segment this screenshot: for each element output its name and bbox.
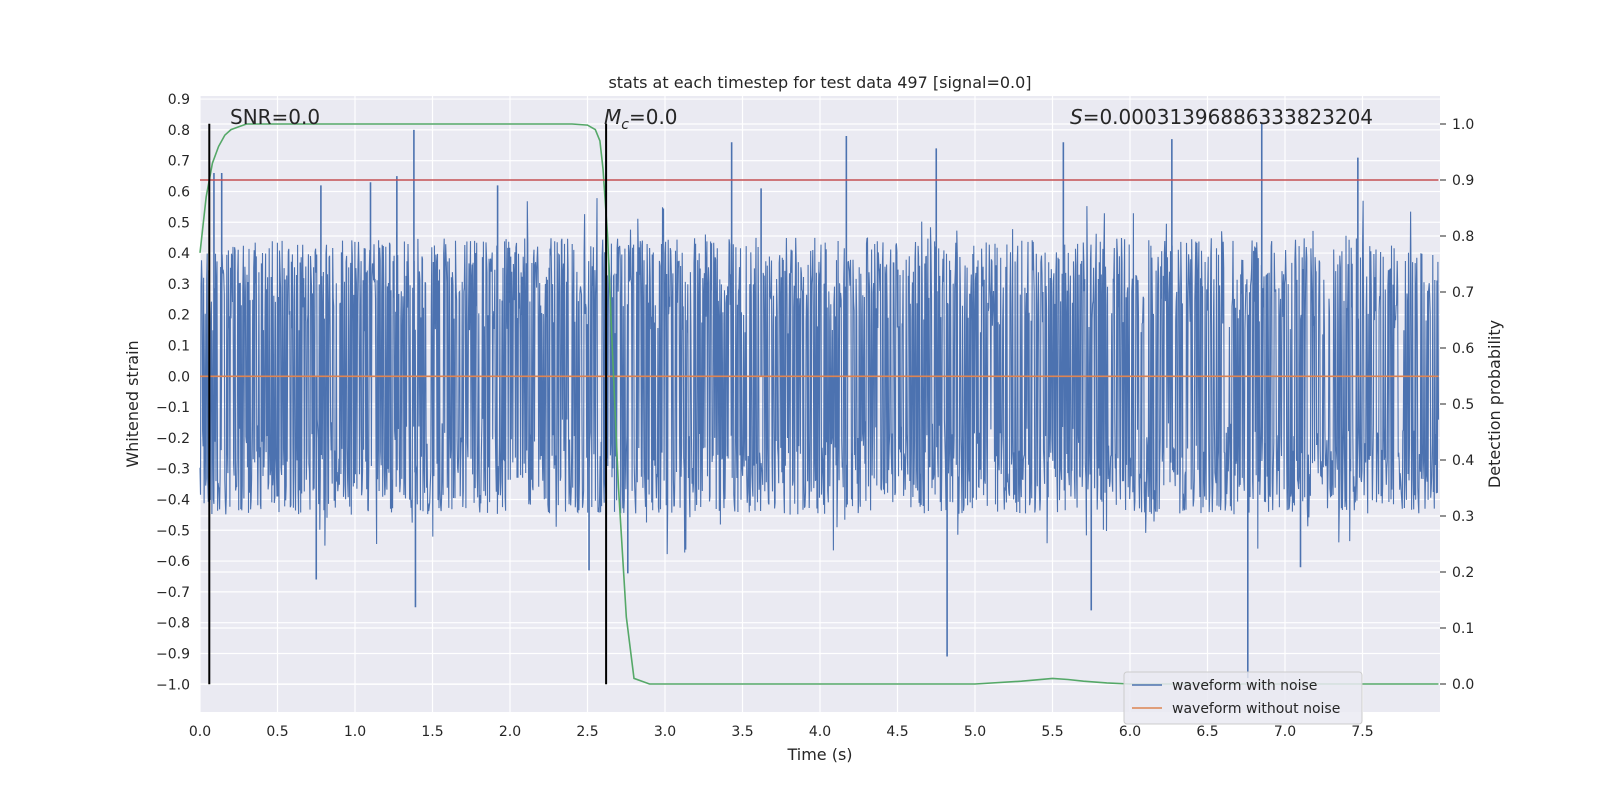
y2-tick-label: 0.7 [1452,285,1474,301]
y2-tick-label: 0.6 [1452,341,1474,357]
x-tick-label: 1.5 [421,724,443,740]
x-tick-label: 0.0 [189,724,211,740]
y2-tick-label: 0.3 [1452,509,1474,525]
y-tick-labels: 0.9 0.8 0.7 0.6 0.5 0.4 0.3 0.2 0.1 0.0 −0.1 −0.2 −0… [156,92,190,693]
x-tick-label: 6.0 [1119,724,1141,740]
x-tick-label: 6.5 [1196,724,1218,740]
y-tick-label: 0.9 [168,92,190,108]
x-tick-label: 4.5 [886,724,908,740]
mc-annotation: Mc=0.0 [604,105,678,133]
y-tick-label: −0.9 [156,646,190,662]
y-tick-label: −0.5 [156,523,190,539]
y2-tick-label: 0.2 [1452,565,1474,581]
x-tick-label: 7.5 [1351,724,1373,740]
x-axis-label: Time (s) [786,745,852,764]
x-tick-label: 0.5 [266,724,288,740]
noisy-waveform-series [199,123,1440,679]
x-tick-label: 2.5 [576,724,598,740]
y-tick-label: 0.8 [168,123,190,139]
legend-label-noise: waveform with noise [1172,678,1317,694]
y2-tick-label: 0.0 [1452,677,1474,693]
y-tick-label: 0.7 [168,154,190,170]
y2-tick-label: 0.8 [1452,229,1474,245]
y2-axis-label: Detection probability [1485,320,1504,488]
y-tick-label: −0.2 [156,431,190,447]
detection-probability-line [199,123,1439,685]
y-tick-label: −0.3 [156,462,190,478]
x-tick-labels: 0.0 0.5 1.0 1.5 2.0 2.5 3.0 3.5 4.0 4.5 5.0 5.5 6.0 6… [189,724,1374,740]
snr-annotation: SNR=0.0 [230,105,320,129]
chart-title: stats at each timestep for test data 497… [608,73,1031,92]
y2-tick-label: 0.9 [1452,173,1474,189]
y-tick-label: −0.6 [156,554,190,570]
y-tick-label: −1.0 [156,677,190,693]
y2-tick-label: 0.5 [1452,397,1474,413]
x-tick-label: 5.0 [964,724,986,740]
y-axis-label: Whitened strain [123,340,142,467]
noisy-waveform-line [199,198,1440,555]
y-tick-label: −0.8 [156,616,190,632]
x-tick-label: 2.0 [499,724,521,740]
y-tick-label: −0.7 [156,585,190,601]
y-tick-label: 0.3 [168,277,190,293]
y-tick-label: 0.0 [168,369,190,385]
x-tick-label: 3.5 [731,724,753,740]
y2-tick-label: 0.4 [1452,453,1474,469]
legend: waveform with noise waveform without noi… [1123,671,1363,725]
line-series [199,123,1439,685]
legend-box [1123,671,1363,725]
y-tick-label: −0.1 [156,400,190,416]
y-tick-label: 0.5 [168,215,190,231]
marker-lines [208,123,608,685]
y-tick-label: 0.6 [168,184,190,200]
x-tick-label: 1.0 [344,724,366,740]
s-annotation: S=0.00031396886333823204 [1070,105,1373,129]
y2-tick-label: 1.0 [1452,117,1474,133]
y2-tick-labels: 1.0 0.9 0.8 0.7 0.6 0.5 0.4 0.3 0.2 0.1 0.0 [1440,117,1474,693]
x-tick-label: 3.0 [654,724,676,740]
y-tick-label: 0.2 [168,308,190,324]
y-tick-label: 0.4 [168,246,190,262]
y2-tick-label: 0.1 [1452,621,1474,637]
legend-label-clean: waveform without noise [1172,701,1340,717]
y-tick-label: 0.1 [168,338,190,354]
x-tick-label: 7.0 [1274,724,1296,740]
y-tick-label: −0.4 [156,492,190,508]
x-tick-label: 5.5 [1041,724,1063,740]
x-tick-label: 4.0 [809,724,831,740]
